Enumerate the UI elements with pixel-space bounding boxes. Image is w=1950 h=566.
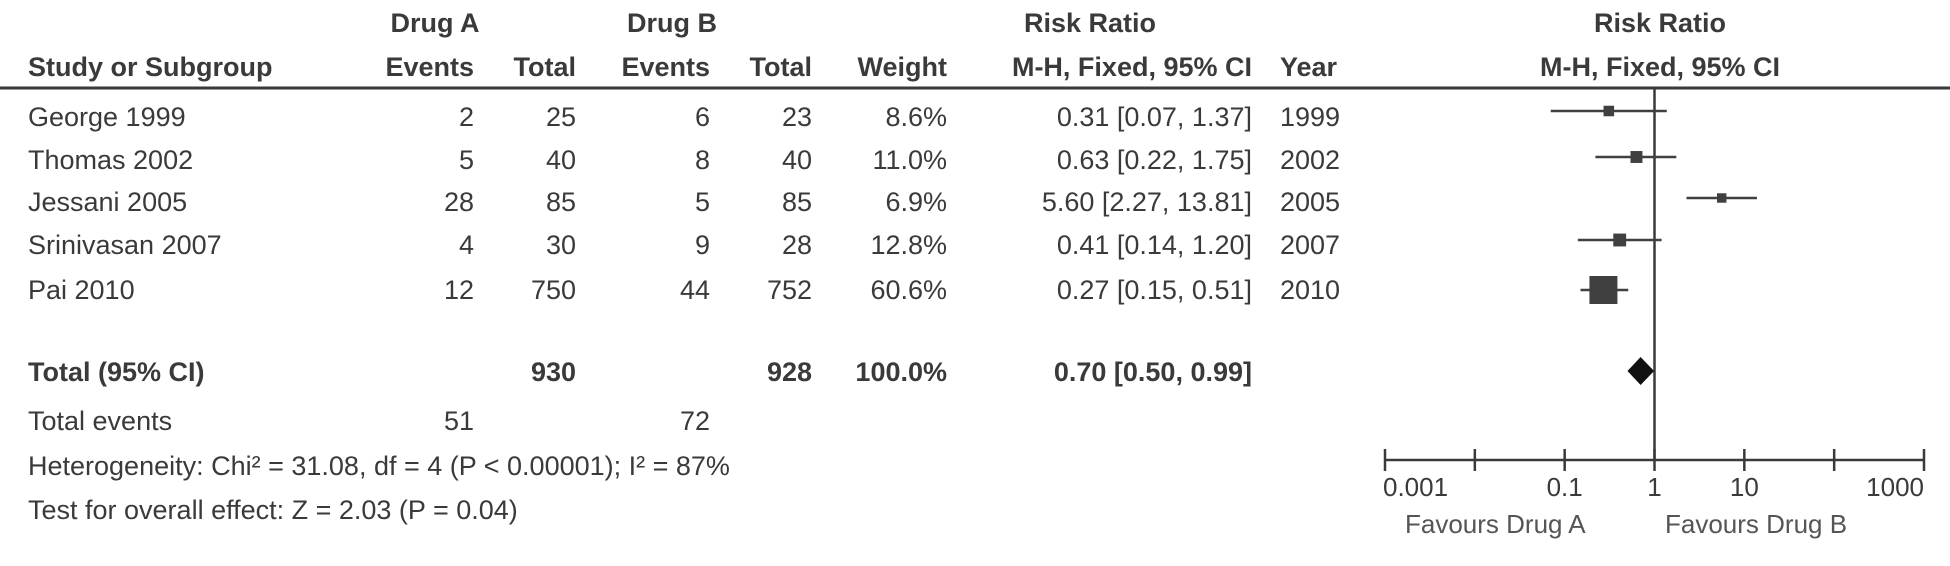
x-tick-label: 0.001: [1383, 472, 1448, 502]
total-b: 85: [781, 187, 812, 217]
total-a: 750: [530, 275, 576, 305]
plot-method-header: M-H, Fixed, 95% CI: [1539, 52, 1781, 82]
events-b: 8: [694, 145, 710, 175]
risk-ratio-header: Risk Ratio: [1023, 8, 1157, 38]
total-events-label: Total events: [28, 406, 173, 436]
favours-right-label: Favours Drug B: [1665, 509, 1848, 539]
weight: 60.6%: [870, 275, 947, 305]
favours-left-label: Favours Drug A: [1405, 509, 1586, 539]
study-marker: [1589, 276, 1618, 304]
total-events-a: 51: [443, 406, 474, 436]
x-tick-label: 0.1: [1547, 472, 1583, 502]
total-b: 752: [766, 275, 812, 305]
events-a: 2: [458, 102, 474, 132]
study-name: Thomas 2002: [28, 145, 194, 175]
study-year: 1999: [1280, 102, 1341, 132]
col-total-a-header: Total: [513, 52, 577, 82]
col-events-a-header: Events: [385, 52, 474, 82]
col-events-b-header: Events: [621, 52, 710, 82]
events-b: 6: [694, 102, 710, 132]
weight: 12.8%: [870, 230, 947, 260]
study-name: Jessani 2005: [28, 187, 188, 217]
overall-effect-text: Test for overall effect: Z = 2.03 (P = 0…: [28, 495, 518, 525]
total-label: Total (95% CI): [28, 357, 205, 387]
ci-text: 0.27 [0.15, 0.51]: [1056, 275, 1252, 305]
total-a: 85: [545, 187, 576, 217]
col-year-header: Year: [1280, 52, 1338, 82]
events-a: 4: [458, 230, 474, 260]
total-ci-text: 0.70 [0.50, 0.99]: [1053, 357, 1252, 387]
study-name: Pai 2010: [28, 275, 135, 305]
events-b: 9: [694, 230, 710, 260]
study-marker: [1630, 151, 1643, 163]
events-a: 28: [443, 187, 474, 217]
events-b: 5: [694, 187, 710, 217]
weight: 6.9%: [885, 187, 947, 217]
group-a-header: Drug A: [390, 8, 480, 38]
study-year: 2005: [1280, 187, 1341, 217]
pooled-diamond: [1627, 357, 1655, 385]
x-tick-label: 1000: [1866, 472, 1924, 502]
study-marker: [1716, 193, 1727, 203]
x-tick-label: 10: [1730, 472, 1759, 502]
plot-title: Risk Ratio: [1593, 8, 1727, 38]
total-b: 23: [781, 102, 812, 132]
total-a: 25: [545, 102, 576, 132]
study-year: 2010: [1280, 275, 1341, 305]
col-weight-header: Weight: [857, 52, 948, 82]
weight: 8.6%: [885, 102, 947, 132]
col-total-b-header: Total: [749, 52, 813, 82]
study-marker: [1603, 105, 1615, 117]
group-b-header: Drug B: [627, 8, 717, 38]
plot-marks: 0.001 0.1 1 10 1000: [1383, 88, 1926, 502]
events-a: 5: [458, 145, 474, 175]
study-name: Srinivasan 2007: [28, 230, 222, 260]
study-year: 2002: [1280, 145, 1341, 175]
col-method-header: M-H, Fixed, 95% CI: [1011, 52, 1252, 82]
total-weight: 100.0%: [855, 357, 947, 387]
total-b: 40: [781, 145, 812, 175]
heterogeneity-text: Heterogeneity: Chi² = 31.08, df = 4 (P <…: [28, 451, 730, 481]
x-tick-label: 1: [1647, 472, 1661, 502]
weight: 11.0%: [872, 145, 947, 175]
ci-text: 0.31 [0.07, 1.37]: [1056, 102, 1252, 132]
events-a: 12: [443, 275, 474, 305]
total-a-value: 930: [530, 357, 576, 387]
ci-text: 0.63 [0.22, 1.75]: [1056, 145, 1252, 175]
study-year: 2007: [1280, 230, 1341, 260]
total-events-b: 72: [679, 406, 710, 436]
col-study-header: Study or Subgroup: [28, 52, 273, 82]
study-marker: [1613, 233, 1627, 247]
total-a: 40: [545, 145, 576, 175]
total-b: 28: [781, 230, 812, 260]
study-name: George 1999: [28, 102, 186, 132]
total-b-value: 928: [766, 357, 812, 387]
ci-text: 5.60 [2.27, 13.81]: [1041, 187, 1252, 217]
events-b: 44: [679, 275, 710, 305]
total-a: 30: [545, 230, 576, 260]
ci-text: 0.41 [0.14, 1.20]: [1056, 230, 1252, 260]
